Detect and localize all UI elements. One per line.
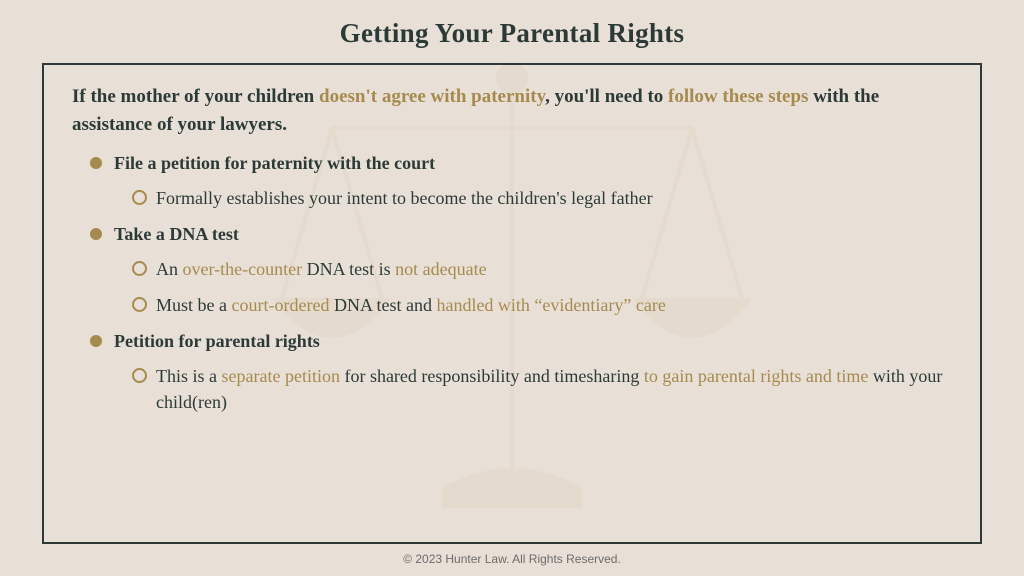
sub-highlight: court-ordered bbox=[232, 295, 330, 315]
sub-highlight: not adequate bbox=[395, 259, 486, 279]
sub-highlight: over-the-counter bbox=[183, 259, 303, 279]
sub-highlight: separate petition bbox=[222, 366, 340, 386]
sub-highlight: handled with “evidentiary” care bbox=[436, 295, 665, 315]
sub-text: Formally establishes your intent to beco… bbox=[156, 188, 653, 208]
sub-text: This is a bbox=[156, 366, 222, 386]
sub-item: Must be a court-ordered DNA test and han… bbox=[132, 292, 952, 318]
content-box: If the mother of your children doesn't a… bbox=[42, 63, 982, 544]
sub-text: for shared responsibility and timesharin… bbox=[340, 366, 644, 386]
page-container: Getting Your Parental Rights If the moth… bbox=[0, 0, 1024, 576]
sub-list: This is a separate petition for shared r… bbox=[114, 363, 952, 415]
list-item: Take a DNA test An over-the-counter DNA t… bbox=[90, 221, 952, 318]
sub-highlight: to gain parental rights and time bbox=[644, 366, 868, 386]
intro-highlight: doesn't agree with paternity bbox=[319, 86, 545, 107]
main-list: File a petition for paternity with the c… bbox=[72, 150, 952, 415]
list-item: Petition for parental rights This is a se… bbox=[90, 328, 952, 415]
sub-list: An over-the-counter DNA test is not adeq… bbox=[114, 256, 952, 318]
sub-text: DNA test and bbox=[329, 295, 436, 315]
intro-seg: , you'll need to bbox=[545, 86, 668, 107]
sub-item: An over-the-counter DNA test is not adeq… bbox=[132, 256, 952, 282]
intro-highlight: follow these steps bbox=[668, 86, 808, 107]
sub-text: Must be a bbox=[156, 295, 232, 315]
item-title: Petition for parental rights bbox=[114, 328, 952, 355]
footer-copyright: © 2023 Hunter Law. All Rights Reserved. bbox=[42, 544, 982, 566]
list-item: File a petition for paternity with the c… bbox=[90, 150, 952, 211]
intro-seg: If the mother of your children bbox=[72, 86, 319, 107]
sub-item: Formally establishes your intent to beco… bbox=[132, 185, 952, 211]
sub-list: Formally establishes your intent to beco… bbox=[114, 185, 952, 211]
sub-text: An bbox=[156, 259, 183, 279]
sub-text: DNA test is bbox=[302, 259, 395, 279]
item-title: Take a DNA test bbox=[114, 221, 952, 248]
intro-text: If the mother of your children doesn't a… bbox=[72, 83, 952, 138]
item-title: File a petition for paternity with the c… bbox=[114, 150, 952, 177]
sub-item: This is a separate petition for shared r… bbox=[132, 363, 952, 415]
page-title: Getting Your Parental Rights bbox=[42, 18, 982, 49]
